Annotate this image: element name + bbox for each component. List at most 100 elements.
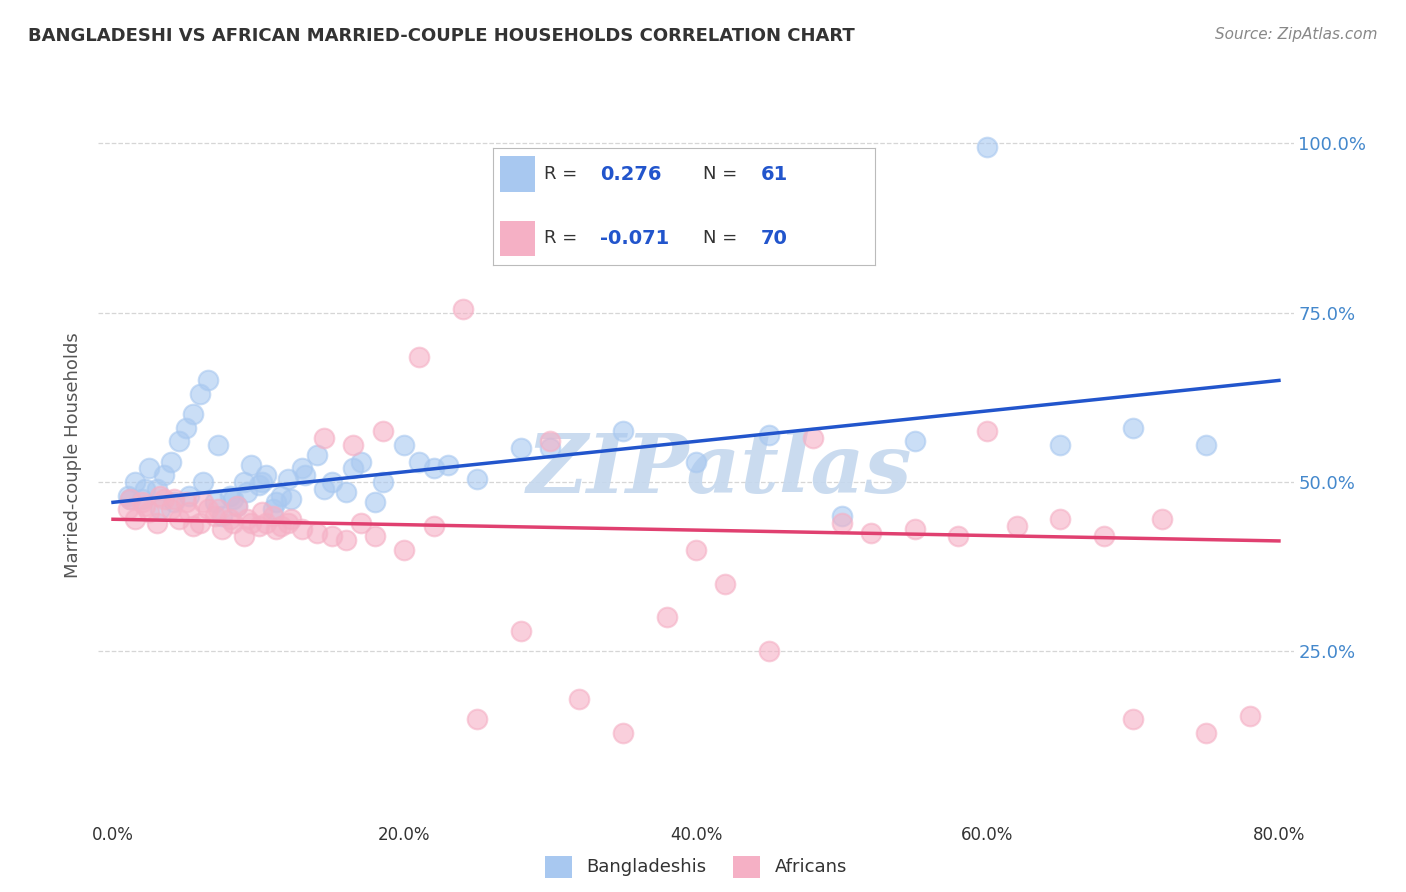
Point — [321, 529, 343, 543]
Text: BANGLADESHI VS AFRICAN MARRIED-COUPLE HOUSEHOLDS CORRELATION CHART: BANGLADESHI VS AFRICAN MARRIED-COUPLE HO… — [28, 27, 855, 45]
Point — [291, 461, 314, 475]
Point — [335, 485, 357, 500]
Point — [408, 455, 430, 469]
Point — [163, 495, 186, 509]
Point — [350, 516, 373, 530]
Point — [138, 461, 160, 475]
Point — [1005, 519, 1028, 533]
Point — [131, 495, 153, 509]
Point — [538, 434, 561, 449]
Point — [193, 495, 215, 509]
Point — [831, 508, 853, 523]
Point — [314, 431, 336, 445]
Point — [612, 725, 634, 739]
Point — [612, 424, 634, 438]
Point — [221, 491, 243, 506]
Point — [408, 350, 430, 364]
Point — [342, 438, 364, 452]
Point — [174, 421, 197, 435]
Y-axis label: Married-couple Households: Married-couple Households — [65, 332, 83, 578]
Point — [193, 475, 215, 489]
Point — [145, 482, 167, 496]
Point — [233, 475, 256, 489]
Point — [1152, 512, 1174, 526]
Point — [197, 502, 219, 516]
Point — [117, 502, 139, 516]
Point — [221, 516, 243, 530]
Point — [264, 523, 287, 537]
Point — [758, 427, 780, 442]
Point — [138, 506, 160, 520]
Point — [190, 387, 212, 401]
Point — [714, 576, 737, 591]
Point — [149, 489, 172, 503]
Point — [225, 499, 247, 513]
Point — [218, 512, 240, 526]
Point — [1049, 438, 1071, 452]
Point — [976, 140, 998, 154]
Point — [1195, 725, 1218, 739]
Point — [233, 529, 256, 543]
Point — [134, 482, 156, 496]
Point — [145, 516, 167, 530]
Point — [831, 516, 853, 530]
Point — [153, 468, 176, 483]
Point — [177, 489, 200, 503]
Point — [225, 499, 247, 513]
Point — [538, 441, 561, 455]
Point — [117, 489, 139, 503]
Point — [1239, 708, 1261, 723]
Point — [1195, 438, 1218, 452]
Point — [270, 519, 292, 533]
Point — [1122, 712, 1144, 726]
Point — [305, 448, 328, 462]
Point — [1092, 529, 1115, 543]
Point — [124, 512, 146, 526]
Point — [190, 516, 212, 530]
Point — [254, 516, 277, 530]
Point — [467, 712, 489, 726]
Point — [160, 502, 183, 516]
Point — [277, 472, 299, 486]
Point — [211, 508, 233, 523]
Point — [270, 489, 292, 503]
Point — [371, 424, 394, 438]
Text: Source: ZipAtlas.com: Source: ZipAtlas.com — [1215, 27, 1378, 42]
Point — [167, 434, 190, 449]
Point — [250, 475, 273, 489]
Point — [207, 502, 229, 516]
Point — [394, 438, 416, 452]
Point — [254, 468, 277, 483]
Point — [250, 506, 273, 520]
Point — [655, 610, 678, 624]
Point — [124, 475, 146, 489]
Point — [207, 438, 229, 452]
Point — [976, 424, 998, 438]
Point — [131, 491, 153, 506]
Point — [342, 461, 364, 475]
Point — [181, 519, 204, 533]
Point — [568, 691, 591, 706]
Point — [197, 373, 219, 387]
Point — [467, 472, 489, 486]
Point — [685, 455, 707, 469]
Point — [218, 489, 240, 503]
Point — [240, 516, 263, 530]
Point — [859, 525, 882, 540]
Point — [903, 523, 925, 537]
Point — [422, 461, 444, 475]
Point — [134, 499, 156, 513]
Point — [394, 542, 416, 557]
Point — [294, 468, 316, 483]
Point — [236, 512, 259, 526]
Point — [1049, 512, 1071, 526]
Point — [801, 431, 824, 445]
Point — [181, 407, 204, 421]
Point — [240, 458, 263, 472]
Point — [120, 491, 142, 506]
Point — [177, 506, 200, 520]
Point — [903, 434, 925, 449]
Point — [335, 533, 357, 547]
Point — [685, 542, 707, 557]
Point — [1122, 421, 1144, 435]
